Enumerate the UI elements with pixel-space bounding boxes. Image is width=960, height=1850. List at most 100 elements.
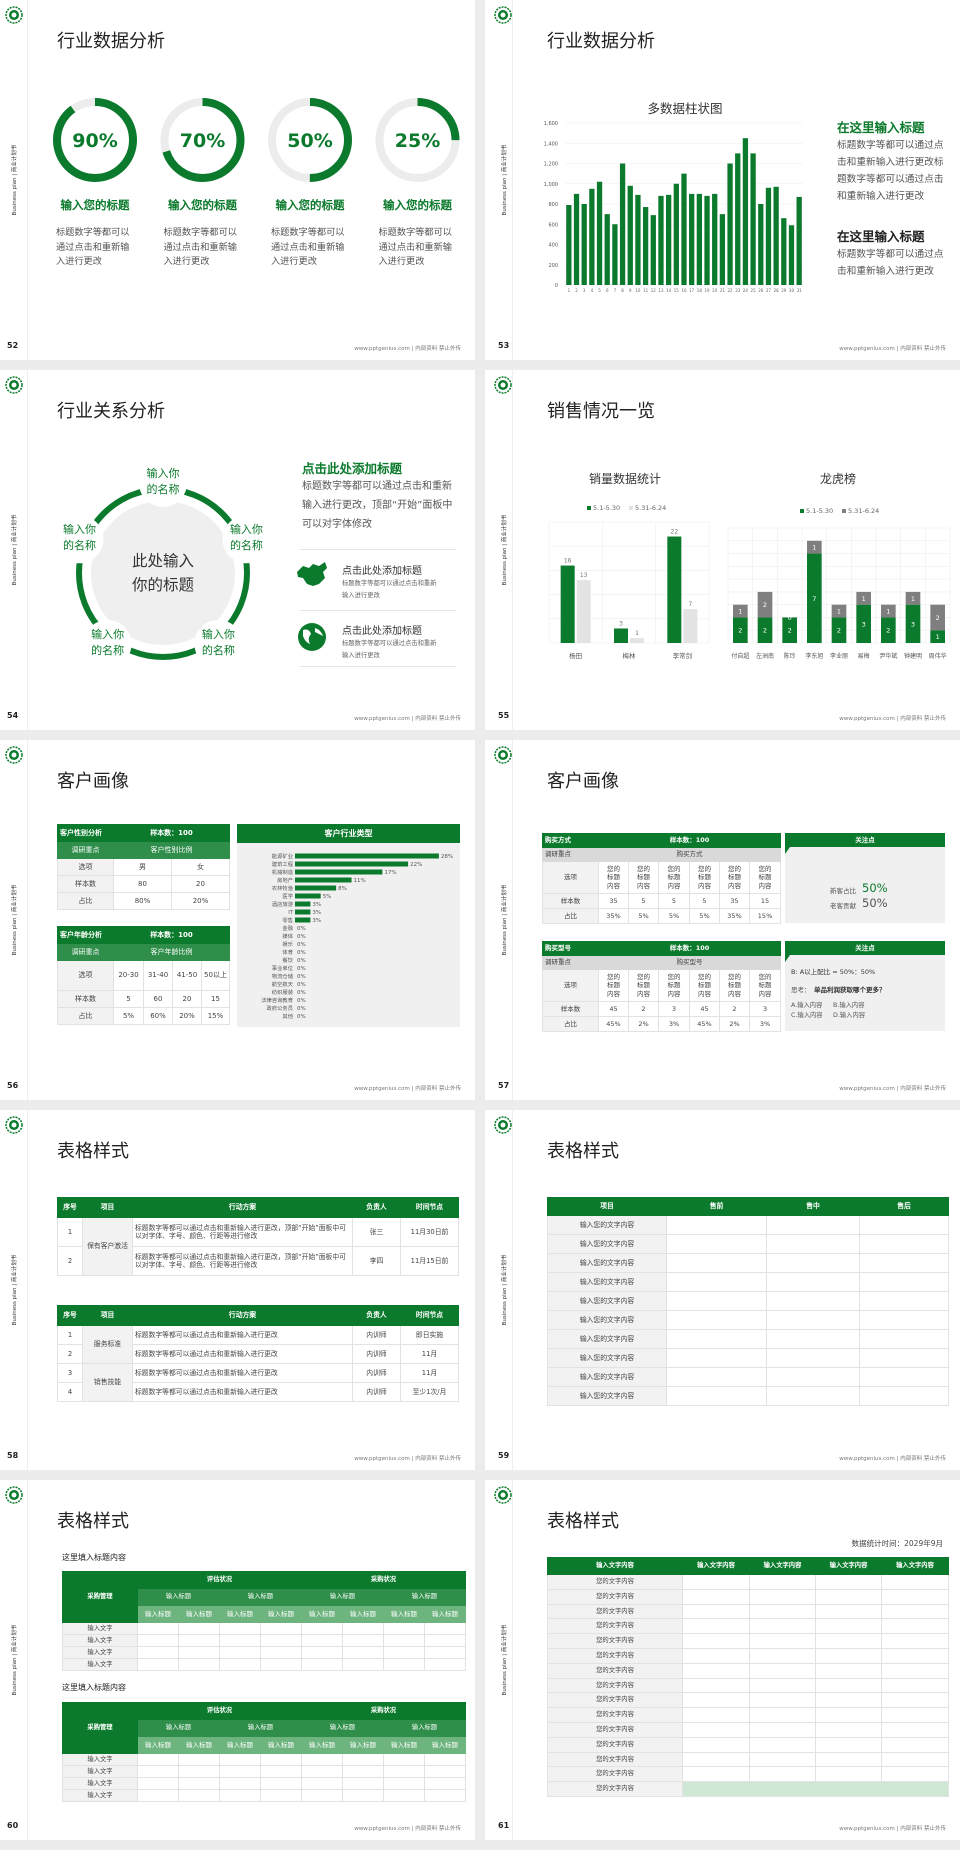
slide-52[interactable]: Business plan | 商业计划书 52 行业数据分析 www.pptgeni… [0,0,475,360]
table-cell: 输入文字 [62,1789,138,1802]
table-cell [342,1634,384,1647]
table-cell: 调研重点 [542,955,599,970]
bar [765,187,772,285]
table-cell [766,1329,860,1349]
slide-60[interactable]: Business plan | 商业计划书 60 表格样式 www.pptgenius… [0,1480,475,1840]
table-cell [682,1618,750,1635]
logo-dot [11,12,17,18]
table-cell: 选项 [57,858,114,876]
bar [666,194,672,285]
category-label: IT [288,910,294,916]
table-cell [815,1751,882,1768]
bar-value: 1 [635,630,639,637]
slide-58[interactable]: Business plan | 商业计划书 58 表格样式 www.pptgenius… [0,1110,475,1470]
table-cell: 标题数字等都可以通过点击和重新输入进行更改，顶部“开始”面板中可以对字体、字号、… [132,1217,353,1247]
table-cell: 调研重点 [542,847,599,862]
bar-value: 11% [354,878,366,884]
table-cell [881,1574,949,1590]
table-cell [815,1736,882,1753]
table-cell: 客户性别比例 [113,841,230,859]
bar [295,877,352,883]
cell-text: 您的标题内容 [636,973,650,998]
ring-desc: 标题数字等都可以通过点击和重新输入进行更改 [378,227,453,267]
table-row: 选项 20-30 31-40 41-50 50以上 [57,960,230,991]
table-cell: 评估状况 [137,1702,302,1720]
table-cell: 您的标题内容 [748,969,782,1002]
table-cell: 购买型号 [597,955,782,970]
table-row: 占比 80% 20% [57,892,230,910]
table-cell: 样本数：100 [597,941,782,956]
node-bg [139,459,187,507]
x-tick-label: 24 [743,288,749,293]
block-heading: 在这里输入标题 [837,120,925,135]
table-cell [859,1234,949,1254]
table-cell: 2 [57,1344,83,1364]
table-cell: 输入文字 [62,1646,138,1659]
table-cell: 您的标题内容 [719,969,750,1002]
table-row: 您的文字内容 [547,1574,949,1590]
table-cell: 输入标题 [301,1736,343,1754]
table-cell [766,1215,860,1235]
slide-55[interactable]: Business plan | 商业计划书 55 销售情况一览 www.pptgeni… [485,370,960,730]
table-row: 项目 售前 售中 售后 [547,1197,949,1216]
table-cell: 输入标题 [342,1736,384,1754]
bar [295,869,383,875]
category-label: 事业单位 [272,964,294,972]
table-cell: 标题数字等都可以通过点击和重新输入进行更改 [132,1325,353,1345]
item-title: 点击此处添加标题 [342,566,422,577]
category-label: 机械制造 [272,868,294,876]
legend-label: 5.1-5.30 [806,507,833,515]
slide-56[interactable]: Business plan | 商业计划书 56 客户画像 www.pptgenius… [0,740,475,1100]
table-cell [749,1736,816,1753]
x-tick-label: 3 [583,288,586,293]
table-row: 占比 35% 5% 5% 5% 35% 15% [542,908,782,924]
table-row: 购买方式 样本数：100 [542,833,782,848]
bar [295,885,337,891]
table-row: 您的文字内容 [547,1707,949,1723]
bar-value: 0% [297,934,306,940]
x-tick-label: 10 [635,288,641,293]
table-cell: 输入标题 [301,1605,343,1623]
divider [300,666,456,667]
table-cell [424,1753,466,1766]
option-text: D.输入内容 [833,1012,866,1019]
category-label: 娱乐 [282,940,293,948]
logo-dot [500,1122,506,1128]
slide-54[interactable]: Business plan | 商业计划书 54 行业关系分析 www.pptgeni… [0,370,475,730]
table-cell [682,1647,750,1664]
slide-59[interactable]: Business plan | 商业计划书 59 表格样式 www.pptgenius… [485,1110,960,1470]
table-cell: 输入文字 [62,1753,138,1766]
table-cell: 2% [719,1016,750,1032]
table-cell [815,1603,882,1620]
table-cell: 李四 [352,1246,401,1276]
cell-text: 您的标题内容 [636,865,650,890]
category-label: 体育 [282,948,293,956]
logo-icon [5,746,23,764]
table-cell [666,1367,767,1387]
side-text: Business plan | 商业计划书 [12,1624,18,1696]
x-tick-label: 杨田 [569,651,582,660]
table-cell: 输入文字 [62,1622,138,1635]
gender-table: 客户性别分析 样本数：100 调研重点 客户性别比例 选项男女样本数 80 20 占比 80% 2… [57,824,230,910]
slide-53[interactable]: Business plan | 商业计划书 53 行业数据分析 www.pptgeni… [485,0,960,360]
y-tick-label: 1,400 [544,141,558,147]
slide-61[interactable]: Business plan | 商业计划书 61 表格样式 www.pptgenius… [485,1480,960,1840]
table-cell [682,1692,750,1709]
slide-sidebar: Business plan | 商业计划书 59 [485,1110,513,1470]
table-cell: 输入文字内容 [881,1557,949,1575]
table-cell [766,1234,860,1254]
table-cell [859,1348,949,1368]
slide-57[interactable]: Business plan | 商业计划书 57 客户画像 www.pptgenius… [485,740,960,1100]
logo-icon [5,6,23,24]
table-cell: 输入标题 [383,1605,425,1623]
block-heading: 在这里输入标题 [837,229,925,244]
table-row: 输入您的文字内容 [547,1367,949,1387]
table-cell [749,1751,816,1768]
table-cell: 您的标题内容 [658,861,690,894]
table-cell [815,1588,882,1605]
bar [295,901,311,907]
table-cell: 内训师 [352,1363,401,1383]
purchase-table: 购买方式 样本数：100 调研重点 购买方式 选项 您的标题内容 您的标题内容 您的标题内容您… [542,833,782,924]
table-cell: 45 [689,1001,720,1017]
